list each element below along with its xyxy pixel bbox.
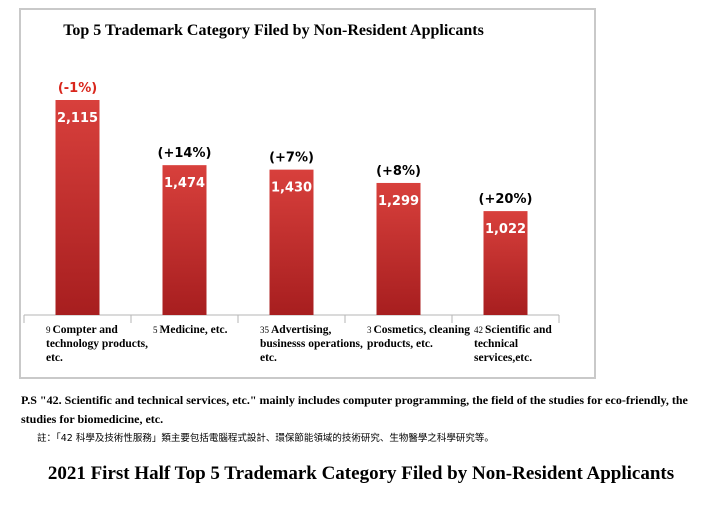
bar-value-label: 2,115 (57, 111, 98, 126)
category-tick-label: 9Compter and technology products, etc. (46, 323, 150, 365)
change-label: (-1%) (58, 81, 97, 96)
category-code: 42 (474, 325, 483, 335)
category-tick-label: 3Cosmetics, cleaning products, etc. (367, 323, 471, 351)
category-name: Compter and technology products, etc. (46, 324, 148, 364)
category-tick-label: 5Medicine, etc. (153, 323, 257, 337)
english-note: P.S "42. Scientific and technical servic… (21, 391, 721, 429)
category-code: 5 (153, 325, 158, 335)
category-name: Scientific and technical services,etc. (474, 324, 552, 364)
bar-value-label: 1,430 (271, 181, 312, 196)
category-name: Advertising, businesss operations, etc. (260, 324, 363, 364)
change-label: (+14%) (158, 146, 212, 161)
bar-chart: 2,115 (-1%) 1,474 (+14%) 1,430 (+7%) 1,299 (+8%… (21, 10, 594, 377)
category-name: Medicine, etc. (160, 324, 228, 336)
category-code: 35 (260, 325, 269, 335)
category-tick-label: 35Advertising, businesss operations, etc… (260, 323, 364, 365)
figure-caption: 2021 First Half Top 5 Trademark Category… (0, 463, 722, 485)
change-label: (+7%) (269, 151, 314, 166)
category-code: 3 (367, 325, 372, 335)
change-label: (+8%) (376, 164, 421, 179)
change-label: (+20%) (479, 192, 533, 207)
bar-value-label: 1,474 (164, 176, 205, 191)
bar (56, 100, 100, 315)
chinese-note: 註：「42 科學及技術性服務」類主要包括電腦程式設計、環保節能領域的技術研究、生… (37, 430, 494, 444)
bar-value-label: 1,022 (485, 222, 526, 237)
chart-frame: Top 5 Trademark Category Filed by Non-Re… (19, 8, 596, 379)
category-name: Cosmetics, cleaning products, etc. (367, 324, 470, 350)
category-tick-label: 42Scientific and technical services,etc. (474, 323, 578, 365)
bar-value-label: 1,299 (378, 194, 419, 209)
category-code: 9 (46, 325, 51, 335)
